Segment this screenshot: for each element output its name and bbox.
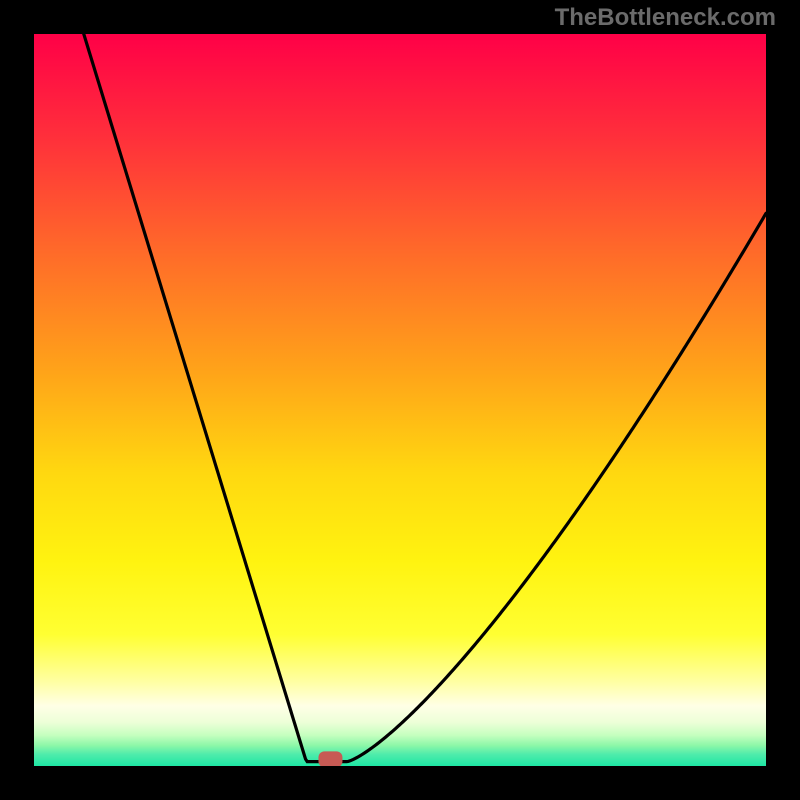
plot-svg <box>34 34 766 766</box>
minimum-marker <box>318 751 342 766</box>
watermark-text: TheBottleneck.com <box>555 4 776 32</box>
plot-background <box>34 34 766 766</box>
